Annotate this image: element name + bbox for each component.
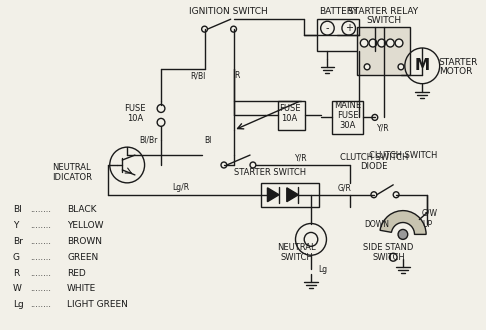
Text: Lg/R: Lg/R <box>172 183 189 192</box>
Text: Br: Br <box>13 237 23 246</box>
Text: R: R <box>13 269 19 278</box>
Text: Lg: Lg <box>318 265 327 274</box>
Text: Bl: Bl <box>13 205 22 214</box>
Polygon shape <box>267 188 279 202</box>
Text: ........: ........ <box>31 284 52 293</box>
Text: CLUTCH SWITCH: CLUTCH SWITCH <box>369 150 437 160</box>
Text: IGNITION SWITCH: IGNITION SWITCH <box>190 7 268 16</box>
Text: R/Bl: R/Bl <box>190 71 206 80</box>
Text: Y/R: Y/R <box>295 153 308 163</box>
Circle shape <box>398 229 408 239</box>
Text: 10A: 10A <box>127 114 143 123</box>
Text: SWITCH: SWITCH <box>366 16 401 25</box>
Text: Y/R: Y/R <box>377 124 390 133</box>
Bar <box>357 27 410 75</box>
Text: ........: ........ <box>31 300 52 309</box>
Wedge shape <box>380 211 426 234</box>
Text: SWITCH: SWITCH <box>280 253 313 262</box>
Text: WHITE: WHITE <box>67 284 96 293</box>
Text: BATTERY: BATTERY <box>319 7 357 16</box>
Text: Y: Y <box>13 221 18 230</box>
Text: G/R: G/R <box>338 183 352 192</box>
Text: ........: ........ <box>31 205 52 214</box>
Text: STARTER: STARTER <box>439 58 478 67</box>
Bar <box>317 19 359 51</box>
Text: ........: ........ <box>31 253 52 262</box>
Text: GREEN: GREEN <box>67 253 99 262</box>
Text: MAINE: MAINE <box>334 101 361 110</box>
Circle shape <box>360 39 368 47</box>
Text: 30A: 30A <box>340 121 356 130</box>
Text: +: + <box>345 23 353 33</box>
Text: W: W <box>13 284 22 293</box>
Text: Lg: Lg <box>13 300 24 309</box>
Text: G: G <box>13 253 20 262</box>
Text: NEUTRAL: NEUTRAL <box>52 163 90 173</box>
Circle shape <box>398 64 404 70</box>
Circle shape <box>395 39 403 47</box>
Text: LIGHT GREEN: LIGHT GREEN <box>67 300 128 309</box>
Text: 10A: 10A <box>281 114 298 123</box>
Text: FUSE: FUSE <box>124 104 146 113</box>
Circle shape <box>364 64 370 70</box>
Text: M: M <box>415 58 430 73</box>
Text: CLUTCH SWITCH: CLUTCH SWITCH <box>340 152 408 162</box>
Text: IDICATOR: IDICATOR <box>52 173 92 182</box>
Bar <box>260 183 319 207</box>
Text: ........: ........ <box>31 237 52 246</box>
Text: DIODE: DIODE <box>360 162 387 172</box>
Text: FUSE: FUSE <box>279 104 300 113</box>
Text: G/W: G/W <box>422 208 438 217</box>
Circle shape <box>369 39 377 47</box>
Circle shape <box>378 39 385 47</box>
Text: RED: RED <box>67 269 86 278</box>
Bar <box>332 101 363 134</box>
Text: UP: UP <box>422 220 432 229</box>
Text: YELLOW: YELLOW <box>67 221 104 230</box>
Text: ........: ........ <box>31 269 52 278</box>
Circle shape <box>386 39 394 47</box>
Text: SWITCH: SWITCH <box>372 253 405 262</box>
Text: BROWN: BROWN <box>67 237 102 246</box>
Text: Bl/Br: Bl/Br <box>139 136 157 145</box>
Text: ........: ........ <box>31 221 52 230</box>
Text: STARTER SWITCH: STARTER SWITCH <box>234 168 306 178</box>
Text: DOWN: DOWN <box>364 220 389 229</box>
Text: NEUTRAL: NEUTRAL <box>277 243 316 252</box>
Text: STARTER RELAY: STARTER RELAY <box>348 7 418 16</box>
Text: BLACK: BLACK <box>67 205 97 214</box>
Text: R: R <box>234 71 239 80</box>
Text: -: - <box>326 23 329 33</box>
Text: MOTOR: MOTOR <box>439 67 472 76</box>
Text: SIDE STAND: SIDE STAND <box>363 243 414 252</box>
Text: FUSE: FUSE <box>337 111 359 120</box>
Bar <box>278 101 305 130</box>
Text: Bl: Bl <box>204 136 211 145</box>
Polygon shape <box>287 188 298 202</box>
